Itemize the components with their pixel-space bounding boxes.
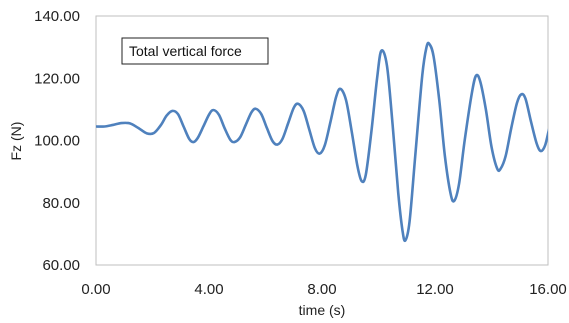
y-tick-label: 140.00	[34, 8, 80, 25]
y-tick-label: 80.00	[42, 195, 80, 212]
series-layer	[96, 41, 548, 243]
y-axis-title: Fz (N)	[8, 122, 24, 161]
y-tick-labels: 140.00 120.00 100.00 80.00 60.00	[34, 8, 80, 274]
x-tick-labels: 0.00 4.00 8.00 12.00 16.00	[81, 281, 566, 298]
y-tick-label: 60.00	[42, 257, 80, 274]
x-axis-title: time (s)	[299, 302, 346, 318]
x-tick-label: 0.00	[81, 281, 110, 298]
annotation-text: Total vertical force	[129, 43, 242, 59]
y-tick-label: 120.00	[34, 70, 80, 87]
x-tick-label: 4.00	[194, 281, 223, 298]
annotation-frame	[121, 37, 269, 65]
x-tick-label: 12.00	[416, 281, 454, 298]
annotation-box: Total vertical force	[121, 37, 269, 65]
series-line-0	[96, 41, 548, 243]
x-tick-label: 8.00	[307, 281, 336, 298]
x-tick-label: 16.00	[529, 281, 567, 298]
y-tick-label: 100.00	[34, 133, 80, 150]
